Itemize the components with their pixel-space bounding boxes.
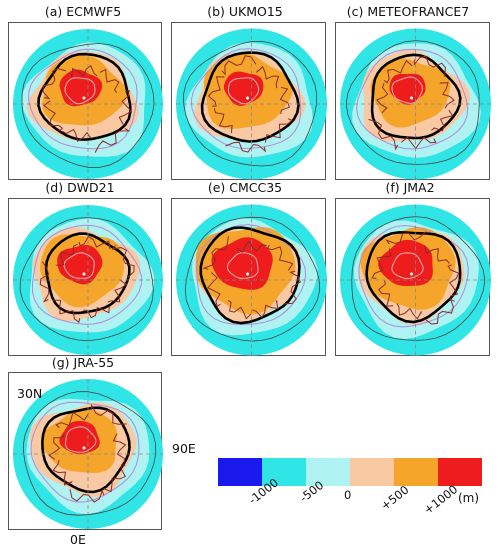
polar-map-c bbox=[340, 28, 491, 180]
map-layers bbox=[340, 28, 491, 180]
map-panel-c bbox=[335, 22, 491, 180]
contour-bold bbox=[199, 226, 301, 325]
map-layers bbox=[13, 205, 163, 355]
map-panel-b bbox=[171, 22, 327, 180]
coastlines bbox=[39, 235, 135, 324]
colorbar-swatch-3 bbox=[306, 458, 350, 486]
pole-marker bbox=[82, 446, 86, 450]
polar-map-g bbox=[13, 379, 163, 529]
panel-title-c: (c) METEOFRANCE7 bbox=[346, 4, 470, 19]
contour-purple bbox=[28, 48, 138, 150]
pole-marker bbox=[82, 272, 86, 276]
coastlines bbox=[207, 55, 293, 153]
colorbar-tick-3: 0 bbox=[344, 488, 352, 502]
contour-purple bbox=[190, 48, 302, 149]
panel-title-e: (e) CMCC35 bbox=[207, 180, 283, 195]
anomaly-positive-high bbox=[389, 73, 426, 105]
panel-title-a: (a) ECMWF5 bbox=[44, 4, 122, 19]
contour-outer bbox=[345, 40, 480, 165]
map-panel-g bbox=[8, 372, 163, 530]
panel-title-b: (b) UKMO15 bbox=[207, 4, 283, 19]
coastlines bbox=[202, 236, 301, 320]
colorbar-swatch-4 bbox=[350, 458, 394, 486]
colorbar-tick-5: +1000 bbox=[421, 482, 461, 518]
colorbar-swatch-1 bbox=[218, 458, 262, 486]
map-panel-e bbox=[171, 198, 327, 356]
colorbar-swatch-6 bbox=[438, 458, 482, 486]
map-layers bbox=[13, 29, 163, 179]
map-panel-d bbox=[8, 198, 163, 356]
coastlines bbox=[42, 64, 133, 153]
lon-label-0e: 0E bbox=[70, 532, 86, 547]
anomaly-positive-high bbox=[59, 421, 100, 455]
polar-map-b bbox=[176, 28, 327, 180]
contour-bold bbox=[200, 51, 300, 143]
lon-label-90e: 90E bbox=[172, 441, 196, 456]
map-layers bbox=[176, 204, 327, 356]
colorbar-swatch-5 bbox=[394, 458, 438, 486]
polar-map-d bbox=[13, 205, 163, 355]
map-layers bbox=[13, 379, 163, 529]
colorbar-tick-4: +500 bbox=[378, 482, 412, 514]
panel-title-f: (f) JMA2 bbox=[385, 180, 435, 195]
colorbar-unit: (m) bbox=[458, 491, 480, 505]
map-layers bbox=[340, 204, 491, 356]
polar-map-a bbox=[13, 29, 163, 179]
pole-marker bbox=[82, 96, 86, 100]
pole-marker bbox=[246, 96, 249, 100]
contour-purple bbox=[356, 48, 469, 150]
map-panel-f bbox=[335, 198, 491, 356]
contour-bold bbox=[37, 52, 132, 141]
contour-bold bbox=[365, 230, 462, 324]
contour-bold bbox=[370, 53, 462, 140]
contour-inner bbox=[64, 426, 97, 453]
pole-marker bbox=[410, 96, 413, 100]
colorbar-swatch-2 bbox=[262, 458, 306, 486]
pole-marker bbox=[410, 272, 413, 276]
pole-marker bbox=[246, 272, 249, 276]
coastlines bbox=[48, 403, 127, 503]
map-layers bbox=[176, 28, 327, 180]
contour-purple bbox=[196, 224, 307, 326]
polar-map-e bbox=[176, 204, 327, 356]
panel-title-g: (g) JRA-55 bbox=[51, 355, 115, 370]
map-panel-a bbox=[8, 22, 163, 180]
coastlines bbox=[371, 231, 460, 325]
contour-inner bbox=[64, 77, 96, 105]
lat-label-30n: 30N bbox=[17, 386, 43, 401]
coastlines bbox=[368, 55, 455, 151]
panel-title-d: (d) DWD21 bbox=[45, 180, 115, 195]
contour-purple bbox=[32, 224, 142, 325]
contour-outer bbox=[351, 216, 486, 341]
polar-map-f bbox=[340, 204, 491, 356]
